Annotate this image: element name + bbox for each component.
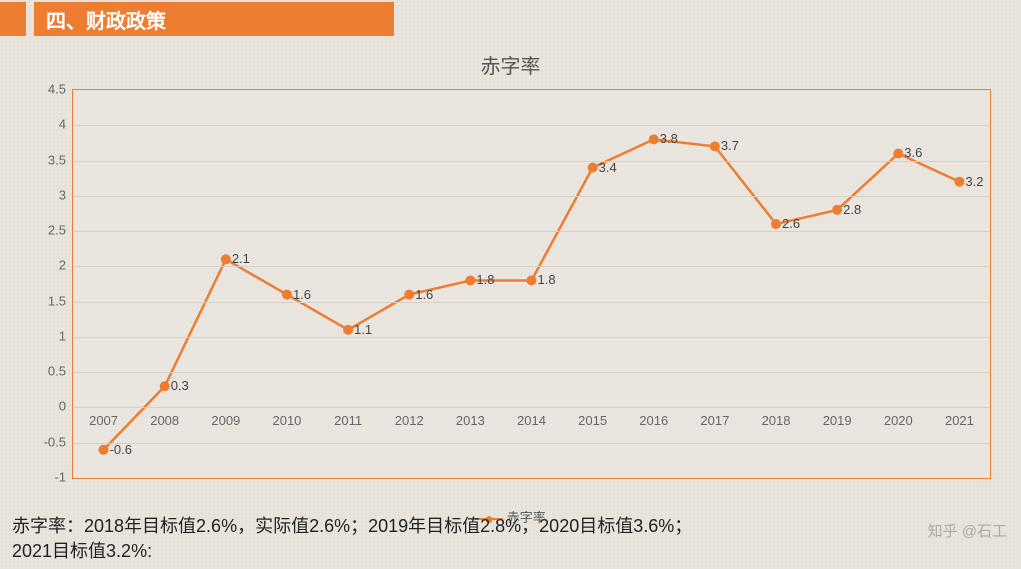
gridline [73,266,990,267]
data-label: 2.8 [843,202,861,217]
y-tick-label: 4.5 [48,82,66,97]
gridline [73,161,990,162]
data-label: 2.6 [782,216,800,231]
gridline [73,231,990,232]
x-tick-label: 2012 [395,413,424,428]
caption: 赤字率：2018年目标值2.6%，实际值2.6%；2019年目标值2.8%，20… [12,514,692,563]
y-tick-label: 0.5 [48,364,66,379]
gridline [73,407,990,408]
data-label: 0.3 [171,378,189,393]
x-tick-label: 2018 [762,413,791,428]
x-tick-label: 2015 [578,413,607,428]
caption-line-2: 2021目标值3.2%: [12,539,692,563]
data-label: -0.6 [110,442,132,457]
gridline [73,196,990,197]
deficit-chart: -1-0.500.511.522.533.544.5 2007200820092… [30,89,991,479]
x-tick-label: 2011 [334,413,362,428]
x-tick-label: 2008 [150,413,179,428]
data-label: 3.7 [721,138,739,153]
y-tick-label: 2 [59,258,66,273]
x-tick-label: 2016 [639,413,668,428]
data-label: 3.6 [904,145,922,160]
x-tick-label: 2020 [884,413,913,428]
data-label: 1.1 [354,322,372,337]
x-tick-label: 2009 [211,413,240,428]
y-tick-label: 2.5 [48,223,66,238]
x-tick-label: 2007 [89,413,118,428]
y-tick-label: 3.5 [48,152,66,167]
y-tick-label: -0.5 [44,434,66,449]
y-tick-label: 4 [59,117,66,132]
y-tick-label: 3 [59,187,66,202]
plot-area: 2007 2008 2009 2010 2011 2012 2013 2014 2015 2016… [72,89,991,479]
gridline [73,302,990,303]
header-title-text: 四、财政政策 [46,5,166,34]
x-tick-label: 2019 [823,413,852,428]
x-tick-label: 2010 [272,413,301,428]
x-tick-label: 2017 [700,413,729,428]
gridline [73,125,990,126]
section-header: 四、财政政策 [0,2,1021,36]
chart-title: 赤字率 [0,50,1021,79]
y-tick-label: 1.5 [48,293,66,308]
data-label: 1.8 [538,272,556,287]
gridline [73,337,990,338]
data-label: 2.1 [232,251,250,266]
data-label: 1.8 [476,272,494,287]
x-tick-label: 2014 [517,413,546,428]
header-accent [0,2,26,36]
x-tick-label: 2021 [945,413,974,428]
caption-line-1: 赤字率：2018年目标值2.6%，实际值2.6%；2019年目标值2.8%，20… [12,514,692,538]
x-tick-label: 2013 [456,413,485,428]
y-tick-label: 1 [59,328,66,343]
data-label: 3.8 [660,131,678,146]
watermark: 知乎 @石工 [928,520,1007,541]
y-tick-label: 0 [59,399,66,414]
y-tick-label: -1 [54,470,66,485]
data-label: 3.2 [965,174,983,189]
gridline [73,443,990,444]
data-label: 3.4 [599,160,617,175]
data-label: 1.6 [293,287,311,302]
gridline [73,372,990,373]
header-title: 四、财政政策 [34,2,394,36]
y-axis: -1-0.500.511.522.533.544.5 [30,89,72,479]
data-label: 1.6 [415,287,433,302]
